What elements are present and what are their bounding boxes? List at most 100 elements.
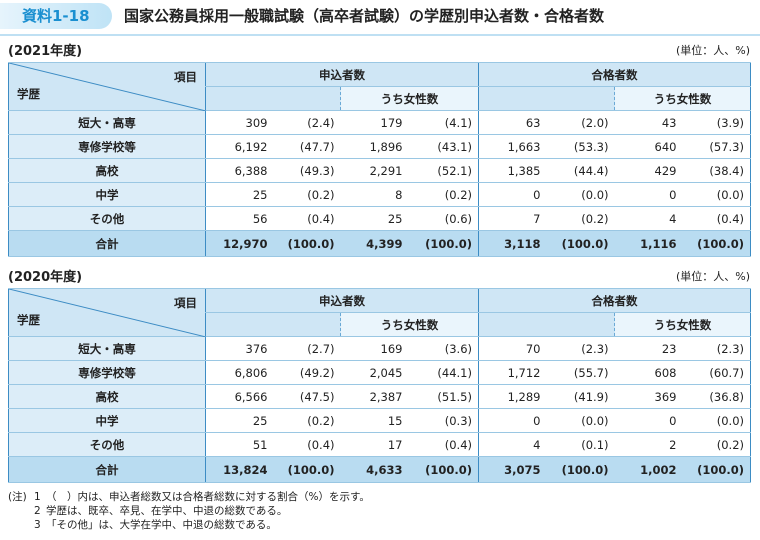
unit-label: (単位：人、%) xyxy=(675,270,750,283)
percent-cell: (100.0) xyxy=(273,456,341,483)
count-cell: 169 xyxy=(340,336,409,361)
count-cell: 25 xyxy=(205,408,274,433)
row-label: 専修学校等 xyxy=(8,134,206,159)
header-row: 項目 学歴 申込者数 合格者数 xyxy=(8,62,751,111)
percent-cell: (2.3) xyxy=(682,336,751,361)
count-cell: 63 xyxy=(478,110,547,135)
count-cell: 640 xyxy=(614,134,683,159)
count-cell: 1,116 xyxy=(614,230,683,257)
group-header: 申込者数 xyxy=(205,288,479,313)
row-label: 中学 xyxy=(8,408,206,433)
percent-cell: (2.0) xyxy=(546,110,615,135)
group-header: 申込者数 xyxy=(205,62,479,87)
percent-cell: (0.4) xyxy=(682,206,751,231)
count-cell: 4,399 xyxy=(340,230,409,257)
percent-cell: (60.7) xyxy=(682,360,751,385)
count-cell: 6,388 xyxy=(205,158,274,183)
percent-cell: (3.9) xyxy=(682,110,751,135)
year-label: (2020年度) xyxy=(8,270,83,285)
count-cell: 70 xyxy=(478,336,547,361)
percent-cell: (55.7) xyxy=(546,360,615,385)
data-table: 項目 学歴 申込者数 合格者数 うち女性数 うち女性数 短大・高専 376 (2.7) 169 (3… xyxy=(8,288,751,483)
count-cell: 25 xyxy=(340,206,409,231)
count-cell: 6,806 xyxy=(205,360,274,385)
percent-cell: (3.6) xyxy=(408,336,479,361)
count-cell: 15 xyxy=(340,408,409,433)
count-cell: 2,387 xyxy=(340,384,409,409)
sub-header: うち女性数 xyxy=(614,312,751,337)
title-bar: 資料1-18 国家公務員採用一般職試験（高卒者試験）の学歴別申込者数・合格者数 xyxy=(0,0,760,36)
diagonal xyxy=(9,63,206,111)
percent-cell: (2.4) xyxy=(273,110,341,135)
percent-cell: (4.1) xyxy=(408,110,479,135)
count-cell: 3,118 xyxy=(478,230,547,257)
percent-cell: (0.0) xyxy=(682,182,751,207)
count-cell: 0 xyxy=(614,182,683,207)
item-label: 項目 xyxy=(174,70,197,84)
count-cell: 179 xyxy=(340,110,409,135)
count-cell: 309 xyxy=(205,110,274,135)
sub-header: うち女性数 xyxy=(340,86,479,111)
percent-cell: (41.9) xyxy=(546,384,615,409)
percent-cell: (0.4) xyxy=(273,206,341,231)
percent-cell: (0.0) xyxy=(546,182,615,207)
percent-cell: (57.3) xyxy=(682,134,751,159)
count-cell: 0 xyxy=(478,182,547,207)
note: 2 学歴は、既卒、卒見、在学中、中退の総数である。 xyxy=(8,504,370,518)
count-cell: 376 xyxy=(205,336,274,361)
item-label: 項目 xyxy=(174,296,197,310)
data-row: 中学 25 (0.2) 15 (0.3) 0 (0.0) 0 (0.0) xyxy=(8,408,751,433)
data-row: 合計 13,824 (100.0) 4,633 (100.0) 3,075 (100.0) 1… xyxy=(8,456,751,483)
percent-cell: (0.4) xyxy=(408,432,479,457)
corner-cell: 項目学歴 xyxy=(8,62,206,111)
count-cell: 429 xyxy=(614,158,683,183)
row-label: 高校 xyxy=(8,158,206,183)
percent-cell: (2.7) xyxy=(273,336,341,361)
count-cell: 51 xyxy=(205,432,274,457)
percent-cell: (52.1) xyxy=(408,158,479,183)
percent-cell: (100.0) xyxy=(682,456,751,483)
percent-cell: (2.3) xyxy=(546,336,615,361)
count-cell: 1,896 xyxy=(340,134,409,159)
blank xyxy=(205,86,341,111)
blank xyxy=(478,312,615,337)
category-label: 学歴 xyxy=(17,313,40,327)
badge: 資料1-18 xyxy=(0,3,112,29)
group-header: 合格者数 xyxy=(478,288,751,313)
note-text: 「その他」は、大学在学中、中退の総数である。 xyxy=(46,519,277,531)
count-cell: 13,824 xyxy=(205,456,274,483)
count-cell: 369 xyxy=(614,384,683,409)
row-label: 高校 xyxy=(8,384,206,409)
data-row: 専修学校等 6,806 (49.2) 2,045 (44.1) 1,712 (55.7) 60… xyxy=(8,360,751,385)
data-row: 合計 12,970 (100.0) 4,399 (100.0) 3,118 (100.0) 1… xyxy=(8,230,751,257)
count-cell: 1,385 xyxy=(478,158,547,183)
count-cell: 6,566 xyxy=(205,384,274,409)
data-row: 短大・高専 309 (2.4) 179 (4.1) 63 (2.0) 43 (3.9) xyxy=(8,110,751,135)
row-label: 中学 xyxy=(8,182,206,207)
count-cell: 12,970 xyxy=(205,230,274,257)
percent-cell: (100.0) xyxy=(546,230,615,257)
percent-cell: (0.3) xyxy=(408,408,479,433)
percent-cell: (100.0) xyxy=(546,456,615,483)
percent-cell: (47.5) xyxy=(273,384,341,409)
count-cell: 2,291 xyxy=(340,158,409,183)
data-row: 高校 6,566 (47.5) 2,387 (51.5) 1,289 (41.9) 369 (3… xyxy=(8,384,751,409)
percent-cell: (47.7) xyxy=(273,134,341,159)
percent-cell: (0.2) xyxy=(273,408,341,433)
count-cell: 1,002 xyxy=(614,456,683,483)
note: 3 「その他」は、大学在学中、中退の総数である。 xyxy=(8,518,370,532)
note-number: 3 xyxy=(34,519,41,531)
percent-cell: (0.2) xyxy=(546,206,615,231)
unit-label: (単位：人、%) xyxy=(675,44,750,57)
count-cell: 2,045 xyxy=(340,360,409,385)
data-row: 専修学校等 6,192 (47.7) 1,896 (43.1) 1,663 (53.3) 64… xyxy=(8,134,751,159)
count-cell: 23 xyxy=(614,336,683,361)
count-cell: 4 xyxy=(614,206,683,231)
category-label: 学歴 xyxy=(17,87,40,101)
sub-header: うち女性数 xyxy=(340,312,479,337)
row-label: 合計 xyxy=(8,456,206,483)
note-number: 1 xyxy=(34,491,41,503)
count-cell: 7 xyxy=(478,206,547,231)
note-text: 学歴は、既卒、卒見、在学中、中退の総数である。 xyxy=(46,505,288,517)
